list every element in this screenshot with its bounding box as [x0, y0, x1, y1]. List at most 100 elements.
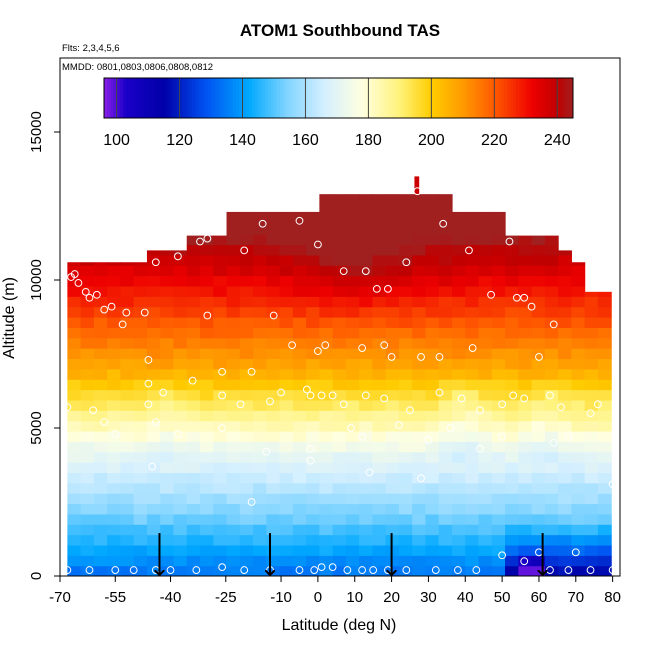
heatmap-cell	[160, 296, 175, 308]
heatmap-cell	[186, 441, 201, 453]
heatmap-cell	[452, 430, 466, 442]
heatmap-cell	[200, 317, 214, 328]
heatmap-cell	[80, 337, 95, 349]
sample-point	[218, 563, 227, 572]
heatmap-cell	[107, 327, 122, 339]
heatmap-cell	[253, 565, 267, 576]
heatmap-cell	[505, 348, 519, 360]
heatmap-cell	[597, 451, 612, 463]
heatmap-cell	[531, 493, 546, 505]
heatmap-cell	[438, 358, 453, 370]
heatmap-cell	[266, 368, 281, 380]
heatmap-cell	[412, 358, 427, 370]
heatmap-cell	[213, 306, 228, 318]
heatmap-cell	[465, 513, 480, 525]
sample-point	[557, 403, 565, 412]
heatmap-cell	[253, 234, 267, 246]
heatmap-cell	[226, 513, 241, 525]
heatmap-cell	[292, 399, 307, 411]
sample-point	[144, 400, 153, 409]
heatmap-cell	[67, 379, 82, 391]
heatmap-cell	[80, 565, 95, 576]
heatmap-cell	[226, 524, 241, 536]
heatmap-cell	[425, 213, 440, 225]
heatmap-cell	[226, 389, 241, 401]
heatmap-cell	[253, 244, 267, 256]
heatmap-cell	[425, 524, 440, 536]
heatmap-cell	[345, 213, 360, 225]
heatmap-cell	[67, 399, 82, 411]
heatmap-cell	[465, 389, 480, 401]
heatmap-cell	[253, 213, 267, 225]
sample-point	[159, 388, 168, 397]
colorbar-segment	[267, 78, 272, 118]
heatmap-cell	[518, 235, 533, 246]
colorbar-segment	[242, 78, 247, 118]
heatmap-cell	[345, 503, 360, 515]
heatmap-cell	[319, 337, 334, 349]
heatmap-cell	[80, 544, 95, 556]
sample-point	[144, 379, 153, 388]
heatmap-cell	[93, 524, 108, 536]
colorbar-segment	[286, 78, 291, 118]
heatmap-cell	[544, 462, 559, 473]
heatmap-cell	[345, 555, 360, 567]
sample-point	[453, 566, 462, 574]
heatmap-cell	[438, 379, 453, 391]
sample-point	[192, 566, 201, 574]
heatmap-cell	[319, 244, 334, 256]
heatmap-cell	[491, 244, 506, 256]
heatmap-cell	[213, 254, 228, 266]
sample-point	[313, 347, 322, 355]
heatmap-cell	[93, 430, 108, 442]
heatmap-cell	[200, 555, 214, 567]
heatmap-cell	[359, 534, 374, 546]
heatmap-cell	[438, 399, 453, 411]
heatmap-cell	[505, 306, 519, 318]
heatmap-cell	[531, 451, 546, 463]
heatmap-cell	[385, 223, 400, 235]
colorbar-segment	[324, 78, 328, 118]
heatmap-cell	[558, 250, 572, 256]
heatmap-cell	[107, 493, 122, 505]
heatmap-cell	[345, 410, 360, 422]
heatmap-cell	[80, 262, 95, 266]
heatmap-cell	[398, 513, 413, 525]
heatmap-cell	[398, 275, 413, 287]
heatmap-cell	[80, 524, 95, 536]
heatmap-cell	[345, 379, 360, 391]
heatmap-cell	[133, 306, 148, 318]
heatmap-cell	[306, 254, 320, 266]
sample-point	[549, 438, 558, 447]
heatmap-cell	[213, 235, 228, 246]
heatmap-cell	[398, 451, 413, 463]
heatmap-cell	[266, 410, 281, 422]
heatmap-cell	[279, 472, 294, 484]
heatmap-cell	[452, 410, 466, 422]
heatmap-cell	[107, 544, 122, 556]
heatmap-cell	[186, 482, 201, 494]
heatmap-cell	[93, 420, 108, 432]
plot-frame	[59, 57, 621, 577]
heatmap-cell	[160, 430, 175, 442]
heatmap-cell	[412, 503, 427, 515]
heatmap-cell	[372, 503, 387, 515]
colorbar-segment	[447, 78, 451, 118]
heatmap-cell	[173, 254, 188, 266]
heatmap-cell	[359, 513, 374, 525]
heatmap-cell	[80, 441, 95, 453]
heatmap-cell	[253, 544, 267, 556]
heatmap-cell	[425, 296, 440, 308]
sample-point	[306, 444, 315, 453]
heatmap-cell	[200, 368, 214, 380]
heatmap-cell	[372, 410, 387, 422]
heatmap-cell	[253, 317, 267, 328]
heatmap-cell	[306, 337, 320, 349]
heatmap-cell	[544, 254, 559, 266]
heatmap-cell	[253, 327, 267, 339]
heatmap-cell	[544, 544, 559, 556]
heatmap-cell	[438, 482, 453, 494]
heatmap-cell	[372, 306, 387, 318]
heatmap-cell	[359, 462, 374, 473]
heatmap-cell	[597, 524, 612, 536]
